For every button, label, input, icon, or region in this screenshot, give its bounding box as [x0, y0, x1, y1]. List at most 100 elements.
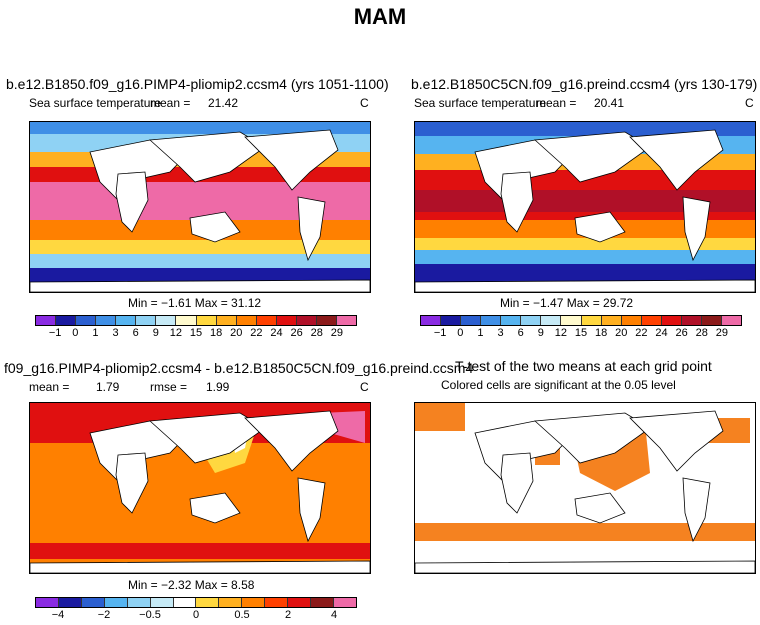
map-sst-difference: [29, 402, 371, 574]
colorbar-sst-0-swatch-1: [56, 316, 77, 325]
colorbar-ticks-sst-top-right: −1 0 1 3 6 9 12 15 18 20 22 24 26 28 29: [420, 326, 742, 340]
ocean-band-south-temperate: [415, 238, 755, 250]
colorbar-diff-tick-label: 2: [284, 609, 292, 621]
mean-value-bottom-left: 1.79: [96, 380, 120, 394]
diff-map-svg: [30, 403, 370, 573]
colorbar-swatches-sst-top-left: [35, 315, 357, 326]
colorbar-diff-swatch-0: [36, 598, 59, 607]
continent-antarctica: [415, 560, 755, 573]
colorbar-sst-0-tick-label: 26: [290, 327, 303, 339]
units-top-right: C: [745, 96, 754, 110]
colorbar-sst-1-swatch-0: [421, 316, 442, 325]
colorbar-swatches-diff: [35, 597, 357, 608]
mean-label-bottom-left: mean =: [29, 380, 70, 394]
colorbar-diff-swatch-8: [219, 598, 243, 607]
continent-north-america: [629, 410, 724, 472]
colorbar-sst-0-tick-label: 24: [270, 327, 283, 339]
colorbar-sst-0-swatch-2: [76, 316, 97, 325]
continents-bottom-left: [30, 410, 370, 573]
colorbar-sst-0-tick-label: 29: [330, 327, 343, 339]
colorbar-swatches-sst-top-right: [420, 315, 742, 326]
figure-title: MAM: [353, 4, 407, 29]
colorbar-sst-0-tick-label: 1: [92, 327, 99, 339]
colorbar-sst-0-swatch-4: [116, 316, 137, 325]
colorbar-sst-1-swatch-4: [501, 316, 522, 325]
continent-north-america: [629, 129, 724, 191]
colorbar-diff-swatch-11: [288, 598, 312, 607]
colorbar-sst-1-tick-label: 22: [635, 327, 648, 339]
colorbar-ticks-diff: −4 −2 −0.5 0 0.5 2 4: [35, 608, 357, 622]
colorbar-sst-0-tick-label: 6: [132, 327, 139, 339]
colorbar-sst-1-tick-label: 18: [595, 327, 608, 339]
variable-label-top-right: Sea surface temperature: [414, 96, 547, 110]
mean-label-top-right: mean =: [536, 96, 577, 110]
colorbar-sst-1-tick-label: 26: [675, 327, 688, 339]
colorbar-sst-1-tick-label: 20: [615, 327, 628, 339]
colorbar-sst-1-tick-label: 28: [695, 327, 708, 339]
colorbar-sst-0-tick-label: 28: [310, 327, 323, 339]
continent-antarctica: [30, 279, 370, 292]
continent-asia: [149, 131, 266, 183]
panel-title-top-right: b.e12.B1850C5CN.f09_g16.preind.ccsm4 (yr…: [411, 76, 758, 92]
colorbar-diff-tick-label: −4: [51, 609, 65, 621]
continent-north-america: [244, 129, 339, 191]
ttest-cell-southern-ocean: [415, 523, 755, 541]
colorbar-sst-0-swatch-3: [96, 316, 117, 325]
colorbar-sst-0-swatch-10: [236, 316, 257, 325]
mean-label-top-left: mean =: [150, 96, 191, 110]
continent-asia: [534, 131, 651, 183]
continent-africa-south: [115, 171, 149, 233]
colorbar-diff-tick-label: −2: [97, 609, 111, 621]
colorbar-sst-0-swatch-8: [196, 316, 217, 325]
units-top-left: C: [360, 96, 369, 110]
colorbar-diff-tick-label: 4: [330, 609, 338, 621]
continent-south-america: [682, 477, 711, 543]
rmse-label-bottom-left: rmse =: [150, 380, 188, 394]
colorbar-sst-0-swatch-6: [156, 316, 177, 325]
ocean-band-southern-ocean: [30, 254, 370, 268]
colorbar-sst-0-swatch-11: [256, 316, 277, 325]
minmax-top-right: Min = −1.47 Max = 29.72: [500, 296, 634, 310]
mean-value-top-right: 20.41: [594, 96, 625, 110]
colorbar-sst-top-right: −1 0 1 3 6 9 12 15 18 20 22 24 26 28 29: [420, 315, 742, 340]
colorbar-sst-0-tick-label: 18: [210, 327, 223, 339]
colorbar-sst-1-swatch-10: [621, 316, 642, 325]
ocean-band-south-temperate: [30, 240, 370, 254]
colorbar-diff: −4 −2 −0.5 0 0.5 2 4: [35, 597, 357, 622]
continent-africa-south: [500, 452, 534, 514]
units-bottom-left: C: [360, 380, 369, 394]
ocean-diff-southern-ocean: [30, 543, 370, 559]
continent-south-america: [682, 196, 711, 262]
continent-australia: [574, 492, 626, 524]
colorbar-sst-0-tick-label: 0: [72, 327, 79, 339]
colorbar-diff-swatch-3: [104, 598, 128, 607]
sst-map-svg-top-left: [30, 122, 370, 292]
continent-asia: [149, 412, 266, 464]
colorbar-sst-1-tick-label: 24: [655, 327, 668, 339]
panel-subtitle-bottom-right: Colored cells are significant at the 0.0…: [441, 378, 676, 392]
colorbar-diff-swatch-6: [173, 598, 197, 607]
colorbar-sst-1-tick-label: 29: [715, 327, 728, 339]
colorbar-sst-0-swatch-14: [316, 316, 337, 325]
ocean-band-arctic: [30, 122, 370, 134]
continent-australia: [189, 492, 241, 524]
colorbar-sst-1-tick-label: 6: [517, 327, 524, 339]
colorbar-ticks-sst-top-left: −1 0 1 3 6 9 12 15 18 20 22 24 26 28 29: [35, 326, 357, 340]
colorbar-sst-1-swatch-15: [721, 316, 741, 325]
continent-australia: [574, 211, 626, 243]
colorbar-sst-0-tick-label: 15: [189, 327, 203, 339]
continent-antarctica: [30, 560, 370, 573]
sst-map-svg-top-right: [415, 122, 755, 292]
colorbar-diff-swatch-2: [81, 598, 105, 607]
colorbar-sst-0-tick-label: 9: [152, 327, 159, 339]
continent-south-america: [297, 196, 326, 262]
colorbar-sst-1-tick-label: 3: [497, 327, 504, 339]
colorbar-sst-1-swatch-1: [441, 316, 462, 325]
panel-title-top-left: b.e12.B1850.f09_g16.PIMP4-pliomip2.ccsm4…: [6, 76, 389, 92]
colorbar-sst-1-swatch-2: [461, 316, 482, 325]
continent-australia: [189, 211, 241, 243]
colorbar-sst-0-swatch-7: [176, 316, 197, 325]
colorbar-sst-1-swatch-9: [601, 316, 622, 325]
colorbar-sst-1-tick-label: 15: [574, 327, 588, 339]
colorbar-sst-1-tick-label: −1: [433, 327, 447, 339]
